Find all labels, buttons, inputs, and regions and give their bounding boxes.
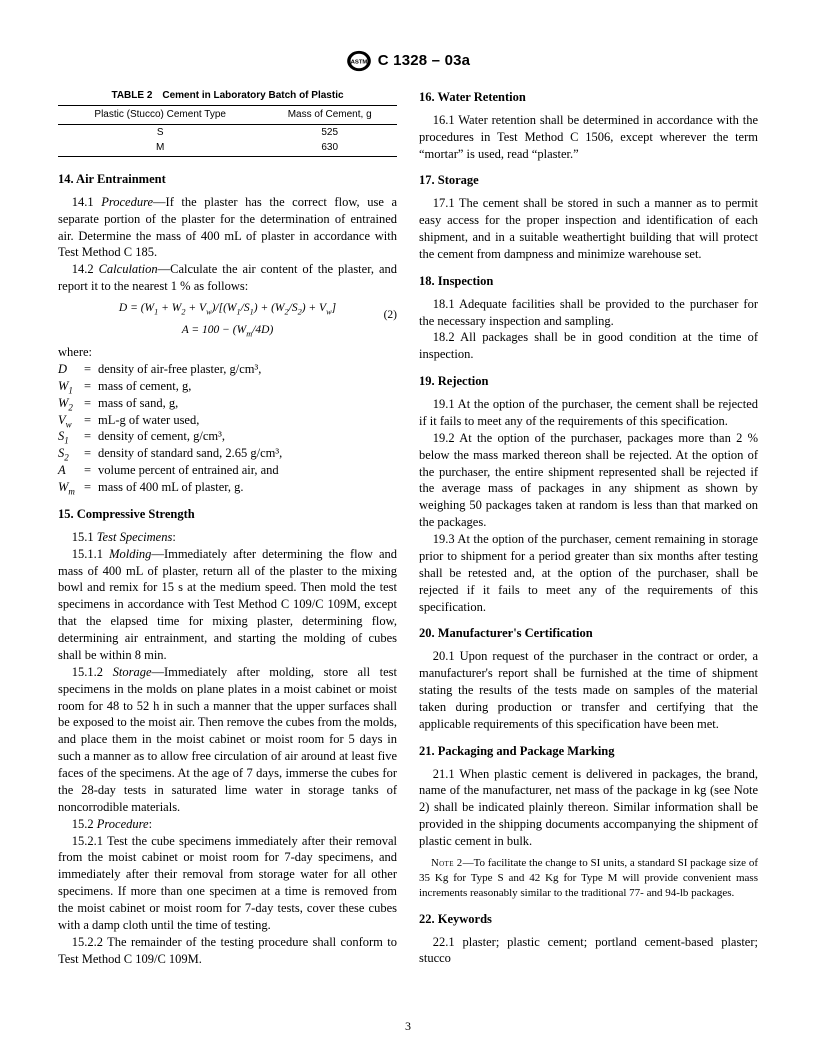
- section-20-heading: 20. Manufacturer's Certification: [419, 625, 758, 642]
- table-row: M 630: [58, 140, 397, 156]
- where-row: D=density of air-free plaster, g/cm³,: [58, 361, 397, 378]
- equation-2: A = 100 − (Wm/4D): [58, 323, 397, 339]
- paragraph-15-1: 15.1 Test Specimens:: [58, 529, 397, 546]
- table-row: S 525: [58, 124, 397, 140]
- section-22-heading: 22. Keywords: [419, 911, 758, 928]
- paragraph-14-1: 14.1 Procedure—If the plaster has the co…: [58, 194, 397, 262]
- table-col-header: Mass of Cement, g: [262, 106, 397, 125]
- section-17-heading: 17. Storage: [419, 172, 758, 189]
- where-row: W2=mass of sand, g,: [58, 395, 397, 412]
- section-14-heading: 14. Air Entrainment: [58, 171, 397, 188]
- paragraph-22-1: 22.1 plaster; plastic cement; portland c…: [419, 934, 758, 968]
- paragraph-15-2-2: 15.2.2 The remainder of the testing proc…: [58, 934, 397, 968]
- paragraph-20-1: 20.1 Upon request of the purchaser in th…: [419, 648, 758, 732]
- paragraph-16-1: 16.1 Water retention shall be determined…: [419, 112, 758, 163]
- section-21-heading: 21. Packaging and Package Marking: [419, 743, 758, 760]
- where-row: Vw=mL-g of water used,: [58, 412, 397, 429]
- paragraph-19-2: 19.2 At the option of the purchaser, pac…: [419, 430, 758, 531]
- table-col-header: Plastic (Stucco) Cement Type: [58, 106, 262, 125]
- paragraph-17-1: 17.1 The cement shall be stored in such …: [419, 195, 758, 263]
- section-16-heading: 16. Water Retention: [419, 89, 758, 106]
- where-label: where:: [58, 344, 397, 361]
- section-18-heading: 18. Inspection: [419, 273, 758, 290]
- astm-logo-icon: ASTM: [346, 50, 372, 72]
- document-id: C 1328 – 03a: [378, 51, 470, 71]
- paragraph-21-1: 21.1 When plastic cement is delivered in…: [419, 766, 758, 850]
- where-row: Wm=mass of 400 mL of plaster, g.: [58, 479, 397, 496]
- where-row: A=volume percent of entrained air, and: [58, 462, 397, 479]
- paragraph-19-1: 19.1 At the option of the purchaser, the…: [419, 396, 758, 430]
- paragraph-15-2-1: 15.2.1 Test the cube specimens immediate…: [58, 833, 397, 934]
- page-number: 3: [0, 1018, 816, 1034]
- paragraph-15-1-1: 15.1.1 Molding—Immediately after determi…: [58, 546, 397, 664]
- paragraph-18-1: 18.1 Adequate facilities shall be provid…: [419, 296, 758, 330]
- page-header: ASTM C 1328 – 03a: [58, 50, 758, 77]
- paragraph-19-3: 19.3 At the option of the purchaser, cem…: [419, 531, 758, 615]
- where-row: W1=mass of cement, g,: [58, 378, 397, 395]
- where-row: S1=density of cement, g/cm³,: [58, 428, 397, 445]
- paragraph-15-1-2: 15.1.2 Storage—Immediately after molding…: [58, 664, 397, 816]
- where-row: S2=density of standard sand, 2.65 g/cm³,: [58, 445, 397, 462]
- svg-text:ASTM: ASTM: [350, 60, 367, 66]
- table-caption: TABLE 2 Cement in Laboratory Batch of Pl…: [58, 89, 397, 103]
- equation-number: (2): [384, 308, 397, 324]
- table-2: TABLE 2 Cement in Laboratory Batch of Pl…: [58, 89, 397, 157]
- section-15-heading: 15. Compressive Strength: [58, 506, 397, 523]
- equation-1: D = (W1 + W2 + Vw)/[(W1/S1) + (W2/S2) + …: [58, 301, 397, 317]
- paragraph-18-2: 18.2 All packages shall be in good condi…: [419, 329, 758, 363]
- paragraph-14-2: 14.2 Calculation—Calculate the air conte…: [58, 261, 397, 295]
- paragraph-15-2: 15.2 Procedure:: [58, 816, 397, 833]
- note-2: Note 2—To facilitate the change to SI un…: [419, 856, 758, 901]
- where-block: where: D=density of air-free plaster, g/…: [58, 344, 397, 496]
- section-19-heading: 19. Rejection: [419, 373, 758, 390]
